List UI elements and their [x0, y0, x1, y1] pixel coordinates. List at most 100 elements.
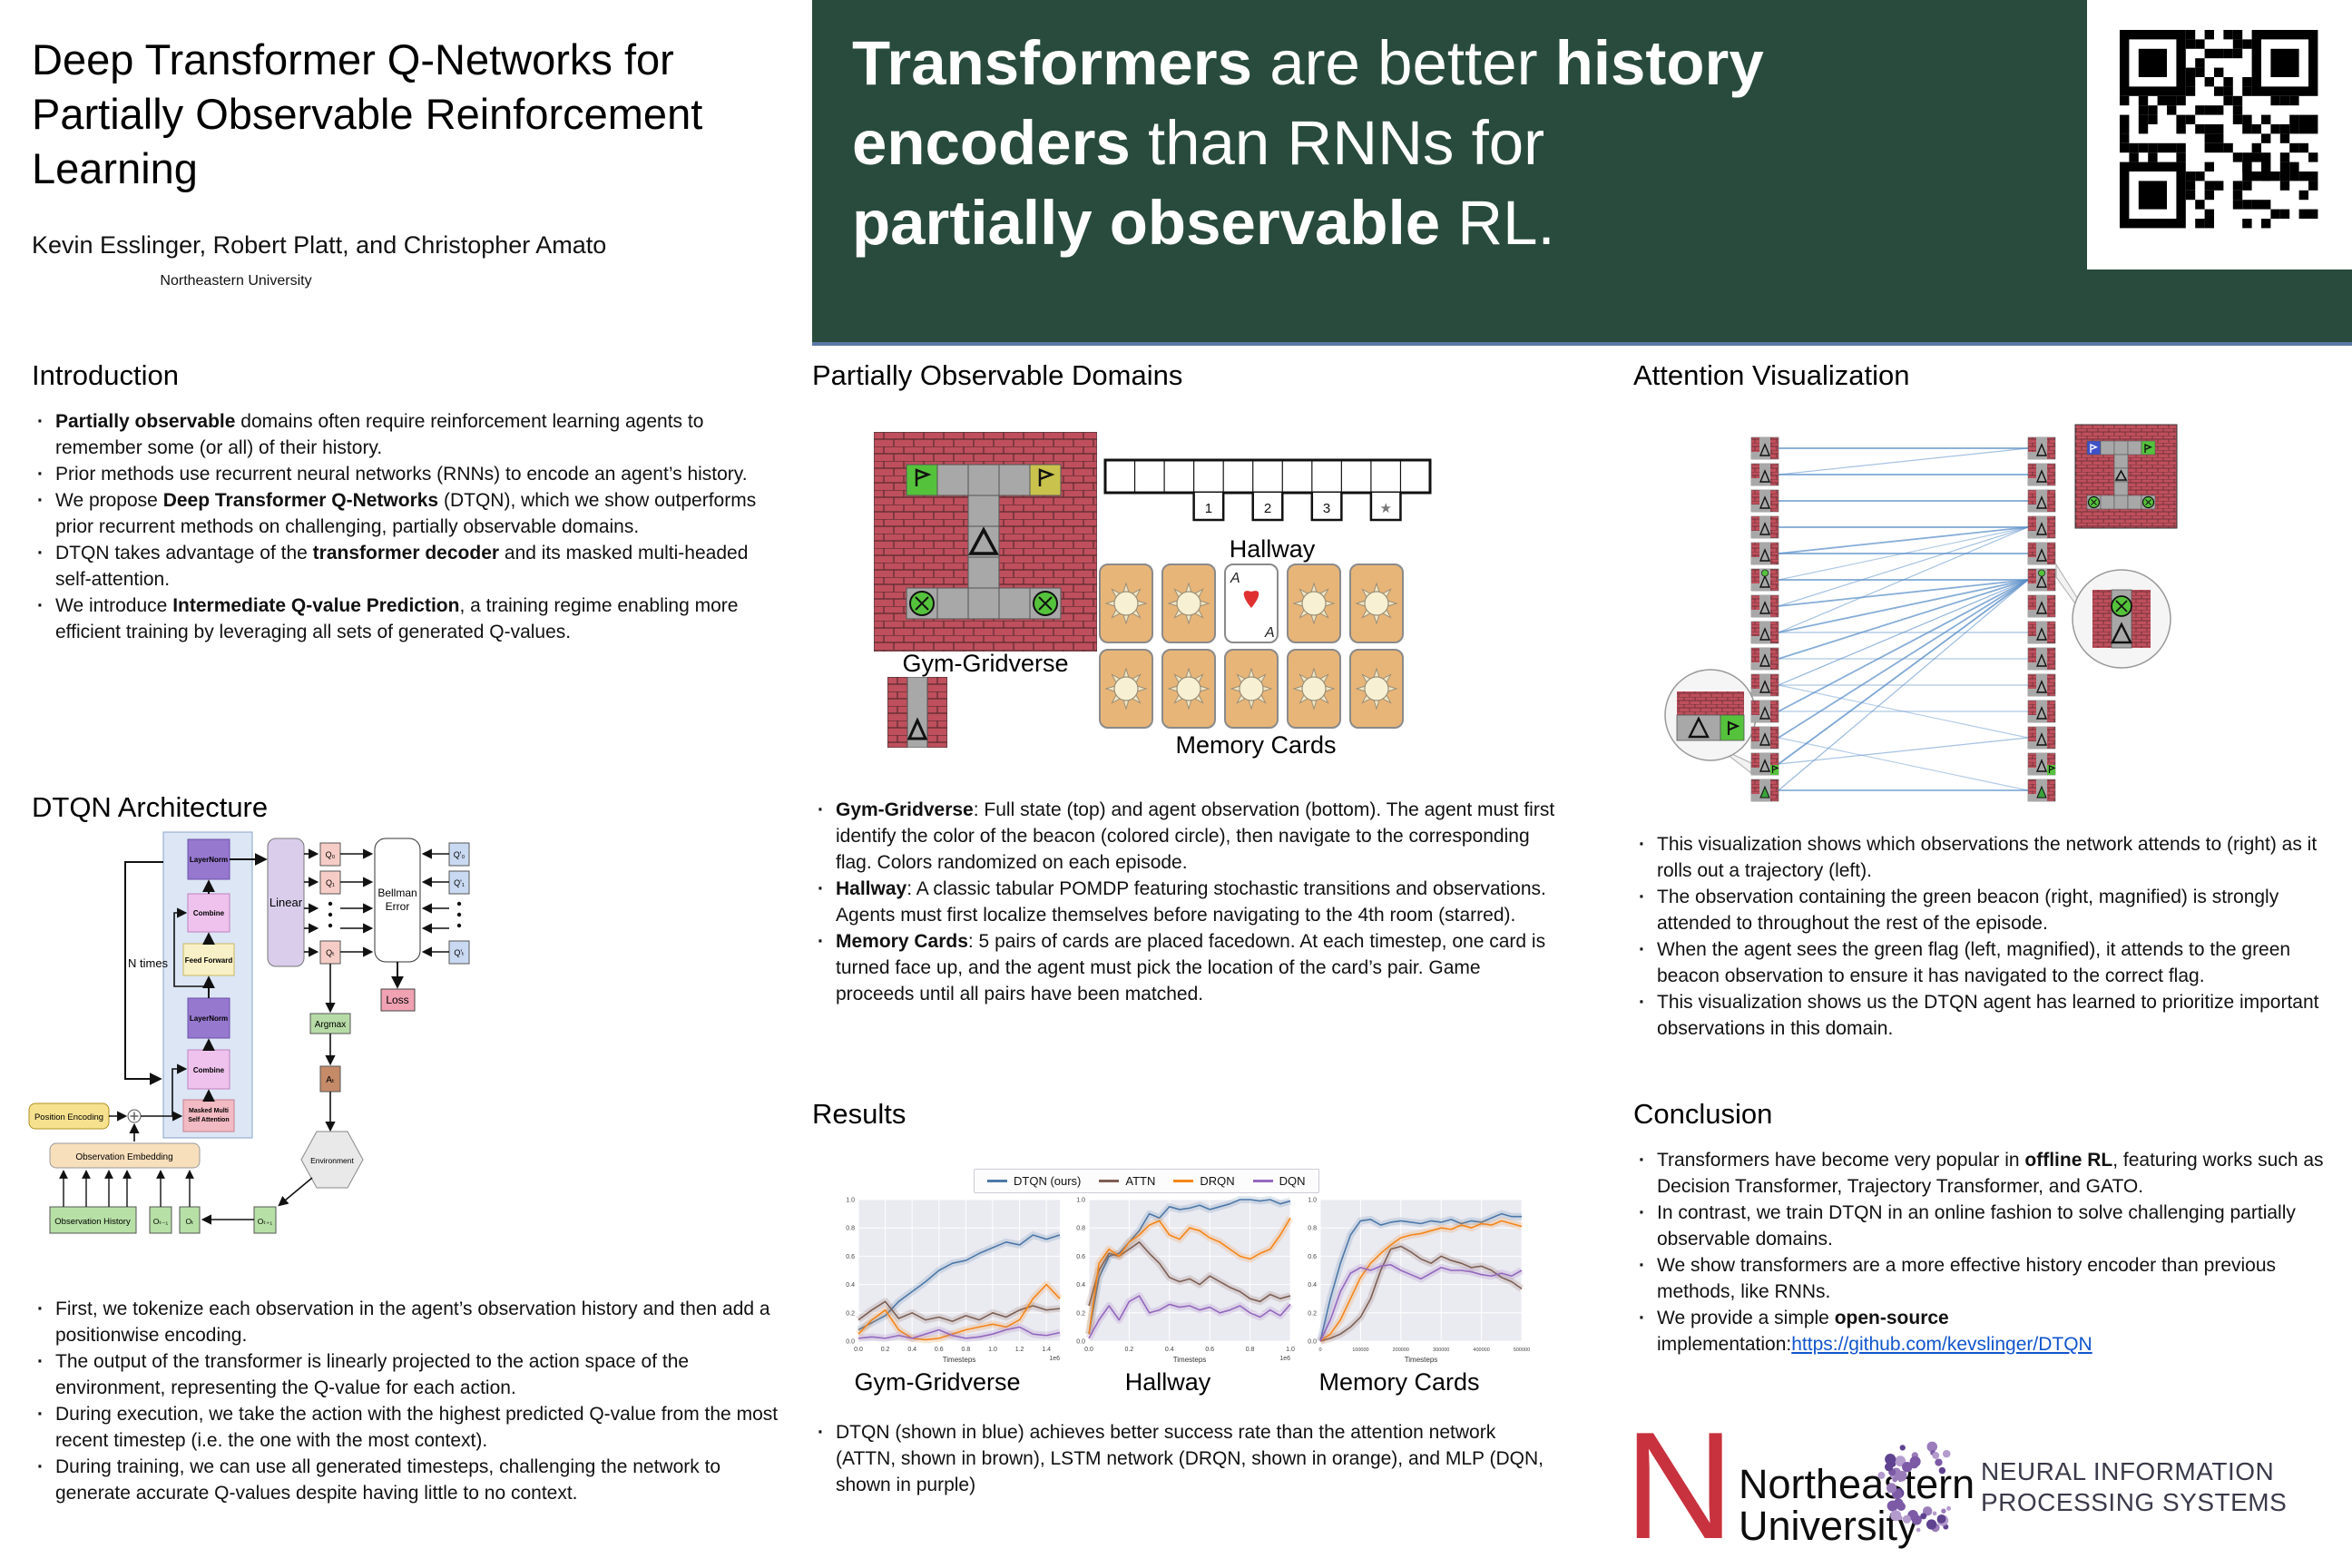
bullet-item: DTQN (shown in blue) achieves better suc…: [812, 1419, 1561, 1498]
svg-text:0.4: 0.4: [1076, 1282, 1085, 1289]
github-link[interactable]: https://github.com/kevslinger/DTQN: [1791, 1334, 2092, 1355]
svg-text:0.6: 0.6: [1076, 1254, 1085, 1260]
svg-text:Timesteps: Timesteps: [1173, 1356, 1207, 1364]
svg-text:0.4: 0.4: [907, 1347, 916, 1353]
chart1-caption: Gym-Gridverse: [854, 1368, 1021, 1396]
q0-box: Q₀: [326, 850, 336, 859]
svg-text:0.8: 0.8: [846, 1226, 855, 1232]
northeastern-wordmark-2: University: [1739, 1503, 1918, 1549]
chart3-caption: Memory Cards: [1318, 1368, 1480, 1396]
qprimet-box: Q'ₜ: [454, 948, 465, 957]
svg-text:1e6: 1e6: [1279, 1356, 1290, 1362]
svg-text:1.0: 1.0: [1076, 1198, 1085, 1204]
qr-code: [2087, 0, 2352, 270]
legend-entry: ATTN: [1099, 1174, 1155, 1188]
svg-text:0: 0: [1318, 1348, 1321, 1353]
bullet-item: First, we tokenize each observation in t…: [32, 1296, 780, 1348]
gym-gridverse-observation: [887, 677, 947, 748]
combine-box-2: Combine: [193, 1066, 225, 1074]
attention-visualization-figure: [1664, 424, 2178, 802]
bullet-item: We introduce Intermediate Q-value Predic…: [32, 593, 776, 645]
agent-triangle-icon: [906, 717, 928, 740]
svg-text:100000: 100000: [1352, 1348, 1368, 1353]
svg-text:A: A: [1264, 625, 1275, 641]
neurips-swirl-icon: [1877, 1441, 1952, 1533]
logos: N Northeastern University NEURAL INFORMA…: [1624, 1411, 2287, 1563]
chart2-caption: Hallway: [1124, 1368, 1211, 1396]
svg-text:1e6: 1e6: [1049, 1356, 1060, 1362]
observation-history-box: Observation History: [54, 1217, 131, 1227]
section-results: Results: [812, 1098, 906, 1130]
masked-attention-box: Masked Multi: [189, 1108, 229, 1114]
dtqn-architecture-diagram: N times LayerNorm Combine Feed Forward L…: [28, 831, 470, 1234]
svg-text:Error: Error: [386, 900, 410, 913]
architecture-bullets: First, we tokenize each observation in t…: [32, 1296, 780, 1506]
svg-text:0.6: 0.6: [935, 1347, 944, 1353]
svg-text:0.6: 0.6: [1308, 1254, 1317, 1260]
svg-text:0.2: 0.2: [881, 1347, 890, 1353]
introduction-bullets: Partially observable domains often requi…: [32, 408, 776, 645]
q1-box: Q₁: [326, 878, 335, 887]
svg-text:0.2: 0.2: [1076, 1310, 1085, 1317]
argmax-box: Argmax: [315, 1020, 346, 1030]
svg-text:200000: 200000: [1393, 1348, 1409, 1353]
bullet-item: This visualization shows which observati…: [1633, 831, 2341, 884]
qprime0-box: Q'₀: [454, 850, 466, 859]
line-chart: 0.0 0.2 0.4 0.6 0.8 1.0 0.0 0.2 0.4 0.6 0.8 1.0 1e6 T…: [1063, 1194, 1301, 1380]
headline-text: Transformers are better history encoders …: [852, 28, 1764, 258]
svg-text:0.0: 0.0: [1308, 1339, 1317, 1346]
svg-text:0.0: 0.0: [1076, 1339, 1085, 1346]
svg-text:400000: 400000: [1473, 1348, 1489, 1353]
section-conclusion: Conclusion: [1633, 1098, 1773, 1130]
svg-text:1.0: 1.0: [1286, 1347, 1295, 1353]
bullet-item: We propose Deep Transformer Q-Networks (…: [32, 487, 776, 540]
bullet-item: During training, we can use all generate…: [32, 1454, 780, 1506]
northeastern-wordmark-1: Northeastern: [1739, 1461, 1975, 1507]
obs-t-minus-1-box: Oₜ₋₁: [153, 1217, 169, 1226]
position-encoding-box: Position Encoding: [34, 1112, 103, 1122]
beacon-icon: [909, 591, 1058, 616]
section-architecture: DTQN Architecture: [32, 791, 269, 823]
bullet-item: We provide a simple open-source implemen…: [1633, 1305, 2341, 1357]
svg-text:A: A: [1230, 571, 1240, 586]
line-chart: 0.0 0.2 0.4 0.6 0.8 1.0 0.0 0.2 0.4 0.6 0.8 1.0 1.2 1…: [833, 1194, 1071, 1380]
svg-text:0.0: 0.0: [854, 1347, 863, 1353]
gym-caption: Gym-Gridverse: [902, 650, 1069, 677]
neurips-wordmark-2: PROCESSING SYSTEMS: [1981, 1488, 2287, 1516]
qt-box: Qₜ: [326, 948, 335, 957]
svg-text:Timesteps: Timesteps: [943, 1356, 976, 1364]
svg-text:0.4: 0.4: [846, 1282, 855, 1289]
agent-triangle-icon: [968, 526, 999, 555]
bullet-item: Memory Cards: 5 pairs of cards are place…: [812, 928, 1561, 1007]
gym-gridverse-map: [874, 432, 1097, 652]
section-introduction: Introduction: [32, 359, 179, 391]
bullet-item: DTQN takes advantage of the transformer …: [32, 540, 776, 593]
bullet-item: Hallway: A classic tabular POMDP featuri…: [812, 876, 1561, 928]
memory-cards-caption: Memory Cards: [1175, 731, 1337, 759]
qprime1-box: Q'₁: [454, 878, 465, 887]
domains-bullets: Gym-Gridverse: Full state (top) and agen…: [812, 797, 1561, 1007]
action-box: Aₜ: [326, 1075, 335, 1085]
svg-text:0.8: 0.8: [1246, 1347, 1255, 1353]
legend-entry: DRQN: [1173, 1174, 1235, 1188]
section-attention: Attention Visualization: [1633, 359, 1910, 391]
environment-node: Environment: [310, 1156, 354, 1165]
svg-text:0.4: 0.4: [1165, 1347, 1174, 1353]
results-bullets: DTQN (shown in blue) achieves better suc…: [812, 1419, 1561, 1498]
flag-icon: [915, 468, 1055, 486]
chart-legend: DTQN (ours) ATTN DRQN DQN: [974, 1169, 1319, 1193]
svg-text:0.8: 0.8: [1308, 1226, 1317, 1232]
bullet-item: This visualization shows us the DTQN age…: [1633, 989, 2341, 1042]
bullet-item: Partially observable domains often requi…: [32, 408, 776, 461]
obs-t-box: Oₜ: [185, 1217, 193, 1226]
affiliation: Northeastern University: [160, 273, 312, 289]
section-domains: Partially Observable Domains: [812, 359, 1183, 391]
bullet-item: Prior methods use recurrent neural netwo…: [32, 461, 776, 487]
loss-box: Loss: [386, 994, 408, 1006]
hallway-room-label: 1: [1205, 501, 1212, 516]
svg-text:0.0: 0.0: [1084, 1347, 1093, 1353]
line-chart: 0.0 0.2 0.4 0.6 0.8 1.0 0 100000 200000 300000 400…: [1295, 1194, 1533, 1380]
memory-cards-figure: AA: [1099, 564, 1404, 729]
svg-text:1.2: 1.2: [1015, 1347, 1024, 1353]
bullet-item: The observation containing the green bea…: [1633, 884, 2341, 936]
